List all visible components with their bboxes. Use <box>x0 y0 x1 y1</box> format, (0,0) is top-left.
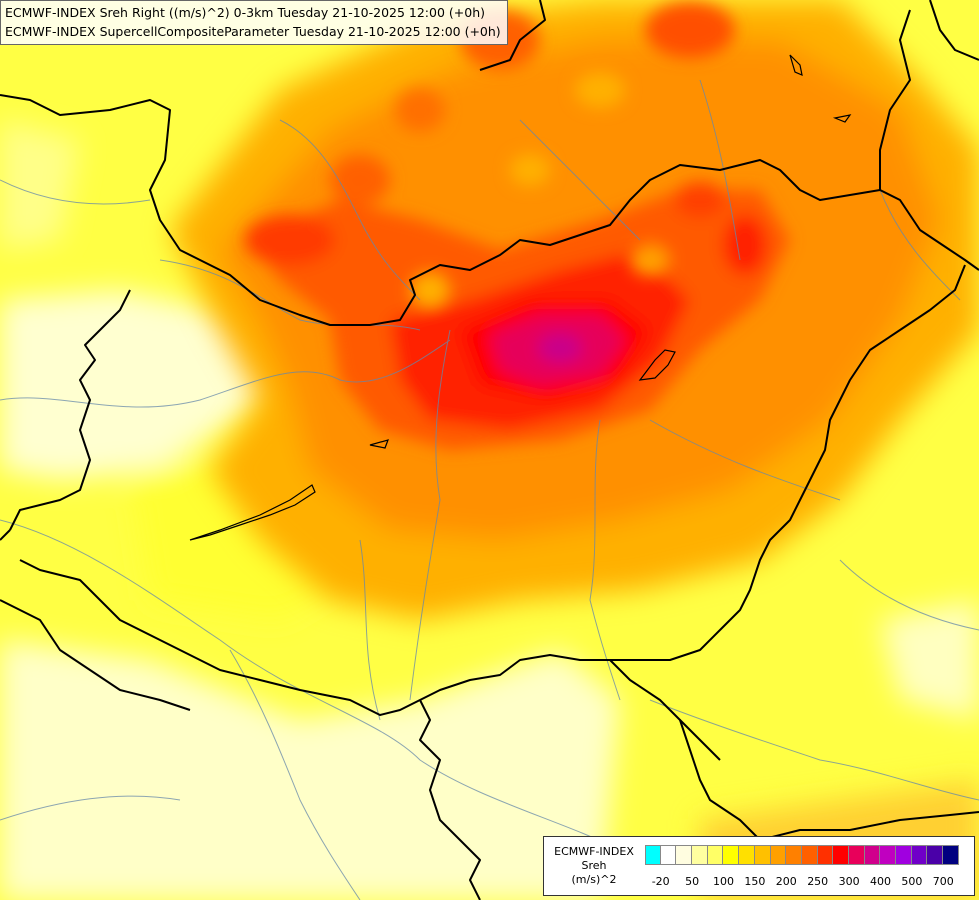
legend-swatch <box>739 845 755 865</box>
legend-swatch <box>943 845 959 865</box>
legend-tick-label: 50 <box>685 875 700 888</box>
legend-swatch <box>692 845 708 865</box>
legend-swatch <box>723 845 740 865</box>
legend-swatch <box>864 845 881 865</box>
regional-boundaries <box>0 79 979 900</box>
legend-ticks: -20 50 100 150 200 250 300 400 500 700 <box>645 875 975 891</box>
legend-swatch <box>817 845 834 865</box>
color-legend: ECMWF-INDEX Sreh (m/s)^2 -20 50 100 150 200 2… <box>543 836 975 896</box>
legend-swatch <box>786 845 802 865</box>
legend-swatch <box>660 845 677 865</box>
legend-tick-label: 500 <box>901 875 923 888</box>
legend-swatch <box>801 845 818 865</box>
legend-title: ECMWF-INDEX Sreh (m/s)^2 <box>544 845 644 887</box>
legend-swatch <box>707 845 724 865</box>
legend-swatches <box>645 845 959 865</box>
legend-swatch <box>927 845 944 865</box>
legend-swatch <box>676 845 693 865</box>
legend-tick-label: -20 <box>651 875 670 888</box>
legend-swatch <box>896 845 912 865</box>
legend-tick-label: 200 <box>775 875 797 888</box>
title-line-scp: ECMWF-INDEX SupercellCompositeParameter … <box>5 24 501 39</box>
legend-tick-label: 250 <box>807 875 829 888</box>
legend-variable: Sreh <box>581 859 607 872</box>
legend-swatch <box>645 845 661 865</box>
legend-swatch <box>770 845 787 865</box>
legend-swatch <box>848 845 865 865</box>
legend-swatch <box>754 845 771 865</box>
legend-tick-label: 300 <box>838 875 860 888</box>
legend-tick-label: 150 <box>744 875 766 888</box>
legend-tick-label: 400 <box>870 875 891 888</box>
lakes <box>189 54 852 541</box>
title-line-sreh: ECMWF-INDEX Sreh Right ((m/s)^2) 0-3km T… <box>5 5 485 20</box>
legend-unit: (m/s)^2 <box>571 873 617 886</box>
legend-swatch <box>911 845 928 865</box>
legend-tick-label: 700 <box>932 875 954 888</box>
legend-source: ECMWF-INDEX <box>554 845 634 858</box>
map-title-box: ECMWF-INDEX Sreh Right ((m/s)^2) 0-3km T… <box>0 0 508 45</box>
legend-swatch <box>833 845 849 865</box>
legend-tick-label: 100 <box>713 875 734 888</box>
legend-swatch <box>880 845 896 865</box>
